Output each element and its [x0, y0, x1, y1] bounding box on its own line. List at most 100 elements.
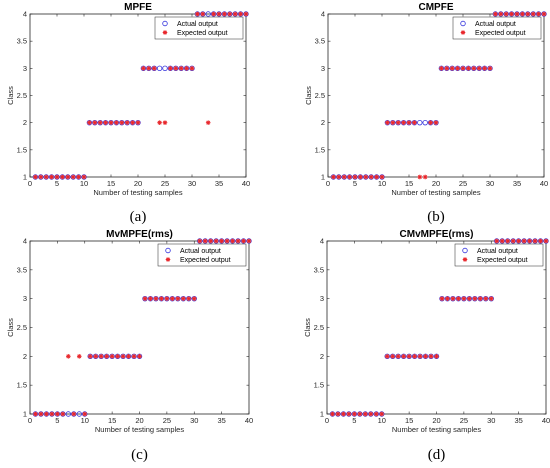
y-tick-label: 3 — [23, 294, 27, 303]
expected-output-point — [97, 120, 103, 125]
expected-output-point — [417, 354, 423, 359]
x-tick-label: 10 — [80, 179, 88, 188]
expected-output-point — [331, 174, 336, 180]
expected-output-point — [510, 238, 516, 244]
expected-output-point — [81, 174, 87, 180]
expected-output-point — [92, 120, 98, 125]
expected-output-point — [76, 354, 82, 359]
legend-star-marker — [162, 30, 168, 35]
x-tick-label: 25 — [163, 416, 171, 425]
legend-box — [154, 16, 244, 40]
expected-output-point — [38, 411, 44, 417]
y-tick-label: 2 — [321, 118, 325, 127]
y-tick-label: 3 — [321, 64, 325, 73]
expected-output-point — [130, 120, 135, 125]
expected-output-point — [71, 411, 77, 417]
expected-output-point — [191, 296, 197, 301]
expected-output-point — [43, 174, 49, 180]
expected-output-point — [173, 66, 179, 71]
chart-panel-3: MvMPFE(rms) 0 5 10 15 20 25 30 35 40 1 1.5 2 2.5 3 3.5 4… — [6, 229, 253, 463]
expected-output-point — [483, 296, 489, 301]
expected-output-point — [390, 120, 396, 125]
expected-output-point — [449, 66, 455, 71]
expected-output-point — [423, 354, 428, 359]
x-tick-label: 40 — [245, 416, 253, 425]
x-tick-label: 10 — [81, 416, 89, 425]
expected-output-point — [137, 354, 142, 359]
expected-output-point — [126, 354, 131, 359]
legend-circle-marker — [460, 20, 466, 27]
expected-output-point — [243, 11, 249, 17]
legend: Actual output Expected output — [452, 16, 542, 40]
expected-output-point — [536, 11, 541, 17]
expected-output-point — [363, 174, 369, 180]
chart-title: CMPFE — [419, 2, 454, 13]
expected-output-point — [330, 411, 335, 417]
actual-output-point — [156, 65, 163, 72]
expected-output-point — [406, 120, 412, 125]
chart-panel-2: CMPFE 0 5 10 15 20 25 30 35 40 1 1.5 2 2.5 3 3.5 4 Number… — [304, 2, 548, 225]
legend-actual-label: Actual output — [180, 248, 221, 255]
y-tick-label: 1.5 — [314, 381, 324, 390]
expected-output-point — [230, 238, 235, 244]
expected-output-point — [412, 354, 417, 359]
legend: Actual output Expected output — [154, 16, 244, 40]
expected-output-point — [87, 120, 92, 125]
chart-panel-4: CMvMPFE(rms) 0 5 10 15 20 25 30 35 40 1 1.5 2 2.5 3 3.5… — [303, 229, 550, 463]
x-axis-label: Number of testing samples — [392, 425, 481, 434]
expected-output-point — [170, 296, 175, 301]
y-tick-label: 2.5 — [315, 91, 325, 100]
expected-output-point — [456, 296, 461, 301]
x-tick-label: 15 — [405, 179, 413, 188]
y-tick-label: 2.5 — [17, 323, 27, 332]
actual-output-point — [205, 11, 211, 17]
expected-output-point — [227, 11, 233, 17]
expected-output-point — [368, 174, 374, 180]
expected-output-point — [235, 238, 241, 244]
legend-actual-label: Actual output — [477, 248, 518, 255]
y-tick-label: 4 — [23, 237, 27, 246]
expected-output-point — [412, 120, 417, 125]
expected-output-point — [509, 11, 514, 17]
y-tick-label: 1.5 — [315, 145, 325, 154]
y-tick-label: 2 — [23, 118, 27, 127]
expected-output-point — [527, 238, 532, 244]
expected-output-point — [336, 174, 342, 180]
y-tick-label: 2.5 — [314, 323, 324, 332]
x-tick-label: 5 — [353, 179, 357, 188]
expected-output-point — [241, 238, 246, 244]
expected-output-point — [538, 238, 543, 244]
expected-output-point — [60, 174, 65, 180]
legend-expected-label: Expected output — [477, 257, 528, 264]
expected-output-point — [70, 174, 76, 180]
expected-output-point — [211, 11, 216, 17]
y-tick-label: 1 — [321, 173, 325, 182]
expected-output-point — [471, 66, 477, 71]
expected-output-point — [401, 354, 406, 359]
expected-output-point — [335, 411, 341, 417]
actual-output-point — [76, 411, 82, 417]
expected-output-point — [119, 120, 125, 125]
expected-output-point — [444, 66, 450, 71]
expected-output-point — [347, 174, 352, 180]
expected-output-point — [65, 174, 71, 180]
expected-output-point — [434, 354, 439, 359]
x-tick-label: 30 — [487, 416, 495, 425]
y-tick-label: 1 — [320, 410, 324, 419]
expected-output-point — [82, 411, 88, 417]
expected-output-point — [521, 238, 527, 244]
expected-output-point — [514, 11, 520, 17]
expected-output-point — [54, 174, 60, 180]
y-tick-label: 2.5 — [17, 91, 27, 100]
expected-output-point — [352, 411, 357, 417]
x-tick-label: 25 — [459, 179, 467, 188]
y-tick-label: 3.5 — [17, 265, 27, 274]
expected-output-point — [379, 411, 385, 417]
expected-output-point — [146, 66, 152, 71]
legend-star-marker — [165, 257, 171, 262]
expected-output-point — [461, 296, 467, 301]
expected-output-point — [385, 120, 390, 125]
plot-area — [326, 240, 547, 415]
expected-output-point — [428, 354, 434, 359]
